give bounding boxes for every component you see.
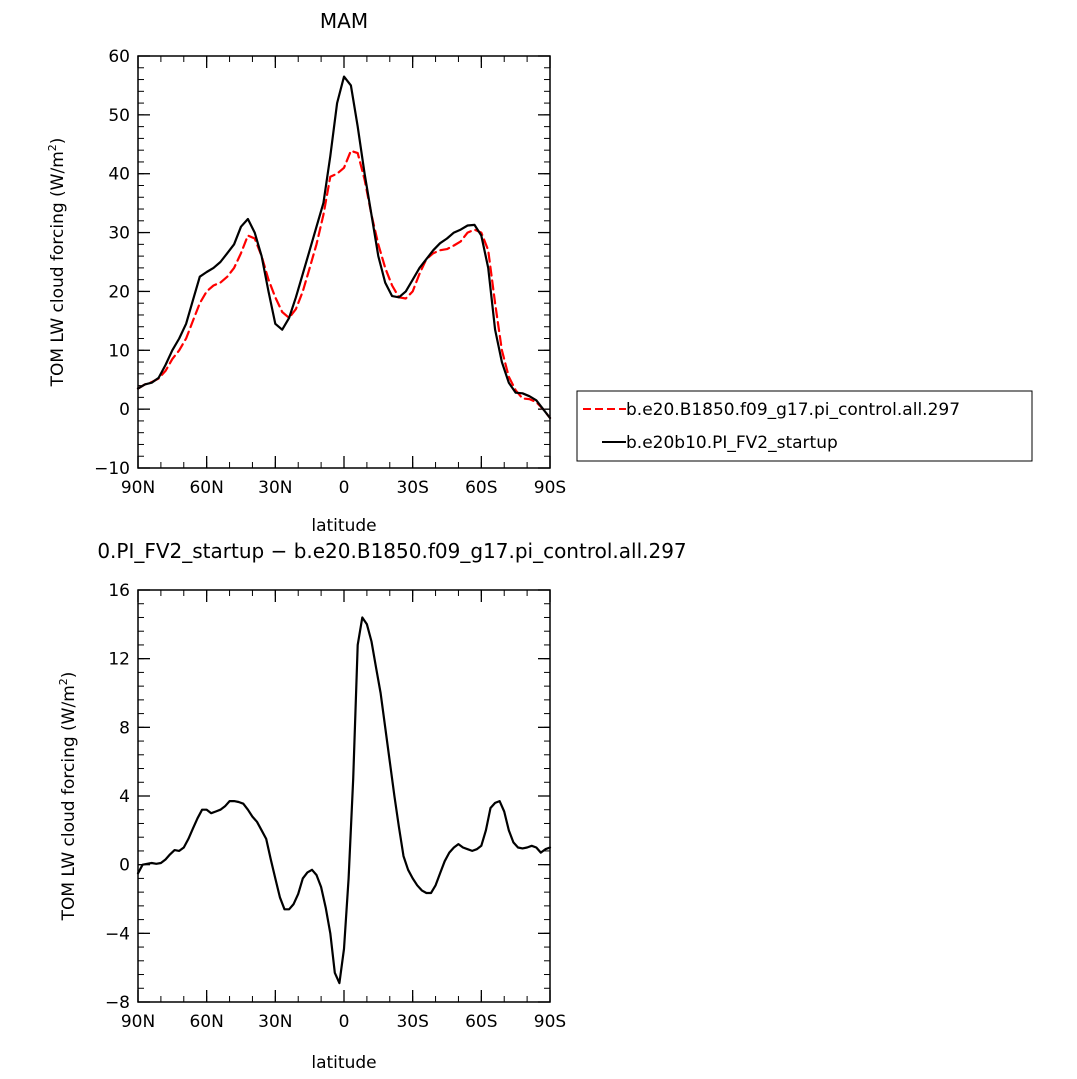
y-tick-label: 4	[119, 787, 130, 807]
series-line-2	[136, 75, 552, 420]
x-tick-label: 60N	[189, 1012, 223, 1032]
x-tick-label: 30S	[396, 478, 428, 498]
x-tick-label: 60N	[189, 478, 223, 498]
x-tick-label: 30N	[258, 1012, 292, 1032]
y-tick-label: 16	[108, 581, 130, 601]
y-tick-label: −8	[105, 993, 130, 1013]
bottom-plot-frame	[137, 589, 551, 1003]
y-tick-label: 30	[108, 224, 130, 244]
x-tick-label: 90N	[121, 1012, 155, 1032]
y-tick-label: 10	[108, 341, 130, 361]
y-tick-label: 12	[108, 650, 130, 670]
series-line-1	[136, 149, 552, 420]
y-tick-label: 0	[119, 856, 130, 876]
top-plot-area: 90N 60N 30N 0 30S 60S 90S −10 0 10 20 30 40 50 60	[94, 47, 566, 498]
x-tick-label: 0	[339, 1012, 350, 1032]
top-panel-title: MAM	[320, 9, 368, 33]
y-tick-label: 50	[108, 106, 130, 126]
y-tick-label: 20	[108, 282, 130, 302]
x-tick-label: 60S	[465, 478, 497, 498]
top-x-axis-label: latitude	[311, 516, 376, 536]
top-panel: MAM 90N 60N 30N 0 30S 60S 90S−100102030405060 …	[46, 9, 1033, 536]
y-tick-label: 60	[108, 47, 130, 67]
x-tick-label: 90S	[534, 1012, 566, 1032]
y-tick-label: 8	[119, 718, 130, 738]
x-tick-label: 30N	[258, 478, 292, 498]
bottom-panel-title: 0.PI_FV2_startup − b.e20.B1850.f09_g17.p…	[97, 539, 686, 563]
top-plot-frame	[137, 55, 551, 469]
legend: b.e20.B1850.f09_g17.pi_control.all.297 b…	[576, 390, 1033, 462]
series-line-1	[136, 616, 552, 985]
legend-box	[576, 390, 1033, 462]
legend-label-series-2: b.e20b10.PI_FV2_startup	[626, 433, 838, 453]
bottom-x-axis-label: latitude	[311, 1053, 376, 1073]
bottom-y-axis-label: TOM LW cloud forcing (W/m2)	[57, 672, 79, 922]
x-tick-label: 90N	[121, 478, 155, 498]
y-tick-label: −4	[105, 924, 130, 944]
bottom-panel: 0.PI_FV2_startup − b.e20.B1850.f09_g17.p…	[57, 539, 687, 1073]
x-tick-label: 0	[339, 478, 350, 498]
y-tick-label: −10	[94, 459, 130, 479]
x-tick-label: 60S	[465, 1012, 497, 1032]
top-y-axis-label: TOM LW cloud forcing (W/m2)	[46, 138, 68, 388]
bottom-plot-area: 90N 60N 30N 0 30S 60S 90S −8 −4 0 4 8 12 16	[105, 581, 566, 1032]
x-tick-label: 30S	[396, 1012, 428, 1032]
legend-label-series-1: b.e20.B1850.f09_g17.pi_control.all.297	[626, 400, 960, 420]
x-tick-label: 90S	[534, 478, 566, 498]
y-tick-label: 0	[119, 400, 130, 420]
y-tick-label: 40	[108, 165, 130, 185]
